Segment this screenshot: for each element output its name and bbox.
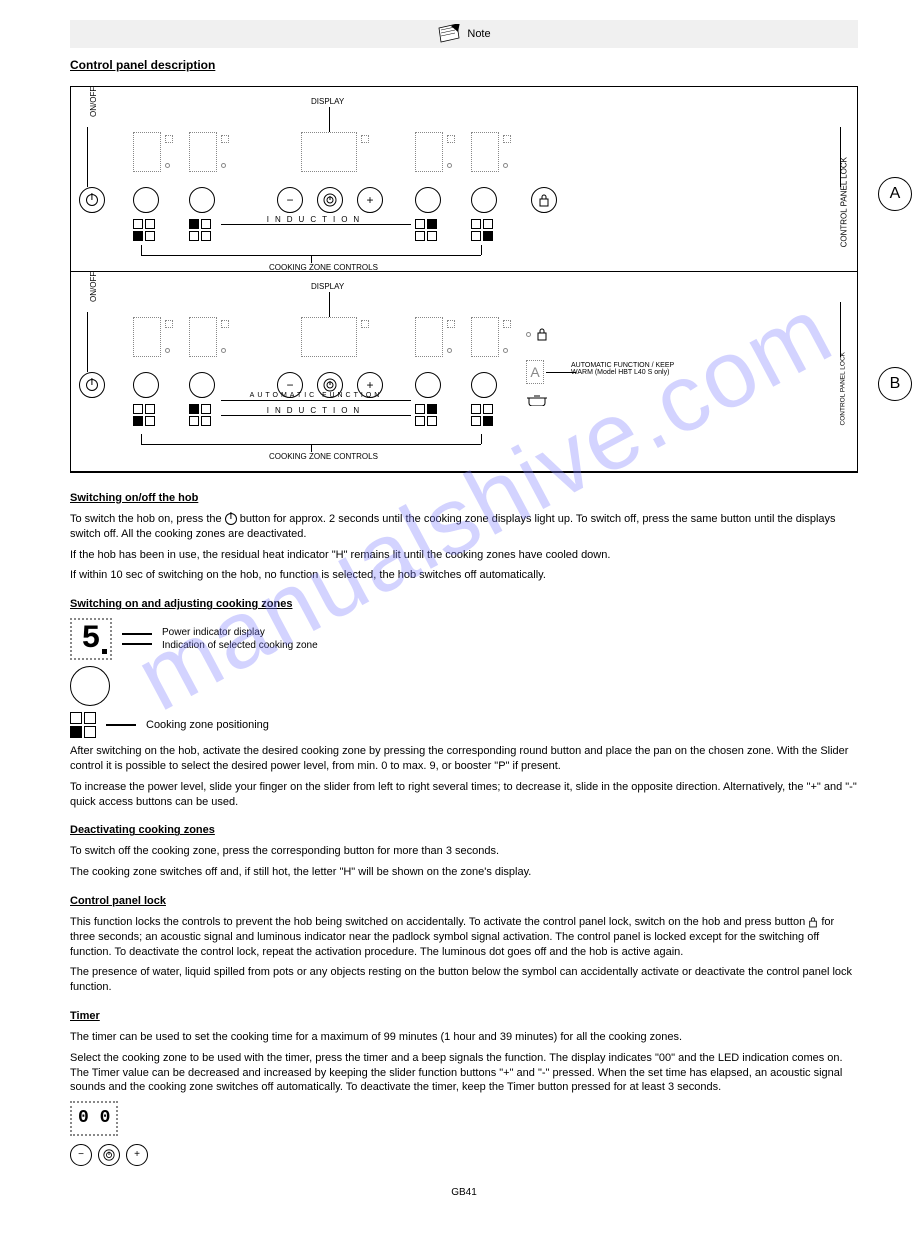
auto-func-label: AUTOMATIC FUNCTION	[221, 392, 411, 399]
lock-icon	[538, 193, 550, 207]
lock-text: This function locks the controls to prev…	[70, 915, 858, 960]
model-badge-b: B	[878, 367, 912, 401]
quad-row: Cooking zone positioning	[70, 712, 858, 738]
label-lock-b: CONTROL PANEL LOCK	[839, 352, 846, 425]
clock-icon	[323, 193, 337, 207]
switching-line3: If within 10 sec of switching on the hob…	[70, 568, 858, 583]
note-icon	[437, 24, 461, 44]
timer-clock-button[interactable]	[98, 1144, 120, 1166]
induction-label: INDUCTION	[221, 215, 411, 224]
timer-display-row: 0 0	[70, 1101, 858, 1135]
power-icon	[86, 194, 98, 206]
zone-button-1b[interactable]	[133, 372, 159, 398]
zone-button-3b[interactable]	[415, 372, 441, 398]
lock-note: The presence of water, liquid spilled fr…	[70, 965, 858, 995]
power-icon-inline	[225, 513, 237, 525]
knob-row	[70, 666, 858, 706]
zone-knob-icon	[70, 666, 110, 706]
label-zone-controls-b: COOKING ZONE CONTROLS	[269, 452, 378, 461]
section-title: Control panel description	[70, 58, 858, 72]
deact-heading: Deactivating cooking zones	[70, 823, 858, 838]
minus-button[interactable]: −	[277, 187, 303, 213]
page: Note Control panel description ON/OFF DI…	[0, 0, 918, 1239]
plus-button[interactable]: +	[357, 187, 383, 213]
auto-display: A	[526, 360, 544, 384]
power-icon	[86, 379, 98, 391]
zone-button-4b[interactable]	[471, 372, 497, 398]
panel-container: ON/OFF DISPLAY CONTROL PANEL LOCK	[70, 86, 858, 473]
label-on-off-b: ON/OFF	[89, 272, 98, 302]
switching-heading: Switching on/off the hob	[70, 491, 858, 506]
timer-button[interactable]	[317, 187, 343, 213]
power-display-label: Power indicator display	[162, 626, 318, 640]
deact-text2: The cooking zone switches off and, if st…	[70, 865, 858, 880]
cooking-zone-label: Indication of selected cooking zone	[162, 639, 318, 653]
timer-text2: Select the cooking zone to be used with …	[70, 1051, 858, 1096]
seven-seg-display: 5	[70, 618, 112, 660]
lock-icon-inline	[808, 916, 818, 928]
control-panel-a: ON/OFF DISPLAY CONTROL PANEL LOCK	[71, 87, 857, 272]
zone-button-4[interactable]	[471, 187, 497, 213]
power-display-row: 5 Power indicator display Indication of …	[70, 618, 858, 660]
control-panel-b: ON/OFF DISPLAY CONTROL PANEL LOCK −	[71, 272, 857, 472]
label-zone-controls: COOKING ZONE CONTROLS	[269, 263, 378, 272]
lock-icon-b	[536, 327, 548, 341]
activating-para: After switching on the hob, activate the…	[70, 744, 858, 774]
clock-icon-inline	[103, 1149, 115, 1161]
timer-text: The timer can be used to set the cooking…	[70, 1030, 858, 1045]
header-note-text: Note	[467, 28, 490, 40]
timer-display: 0 0	[70, 1101, 118, 1135]
body-text: Switching on/off the hob To switch the h…	[70, 491, 858, 1199]
timer-minus-button[interactable]: −	[70, 1144, 92, 1166]
pot-icon	[526, 392, 548, 406]
power-button-b[interactable]	[79, 372, 105, 398]
activating-para2: To increase the power level, slide your …	[70, 780, 858, 810]
zone-button-2b[interactable]	[189, 372, 215, 398]
zone-button-3[interactable]	[415, 187, 441, 213]
switching-line1: To switch the hob on, press the button f…	[70, 512, 858, 542]
switching-line2: If the hob has been in use, the residual…	[70, 548, 858, 563]
zone-button-1[interactable]	[133, 187, 159, 213]
label-auto-keep-warm: AUTOMATIC FUNCTION / KEEP WARM (Model HB…	[571, 362, 691, 376]
power-button[interactable]	[79, 187, 105, 213]
zone-button-2[interactable]	[189, 187, 215, 213]
zone-position-icon	[70, 712, 96, 738]
label-display-b: DISPLAY	[311, 282, 344, 291]
clock-icon	[323, 378, 337, 392]
model-badge-a: A	[878, 177, 912, 211]
activating-heading: Switching on and adjusting cooking zones	[70, 597, 858, 612]
induction-label-b: INDUCTION	[221, 406, 411, 415]
timer-plus-button[interactable]: +	[126, 1144, 148, 1166]
label-on-off: ON/OFF	[89, 87, 98, 117]
deact-text: To switch off the cooking zone, press th…	[70, 844, 858, 859]
timer-buttons: − +	[70, 1144, 858, 1166]
label-display: DISPLAY	[311, 97, 344, 106]
timer-heading: Timer	[70, 1009, 858, 1024]
header-bar: Note	[70, 20, 858, 48]
lock-heading: Control panel lock	[70, 894, 858, 909]
cooking-zone-pos-label: Cooking zone positioning	[146, 718, 269, 733]
lock-button[interactable]	[531, 187, 557, 213]
